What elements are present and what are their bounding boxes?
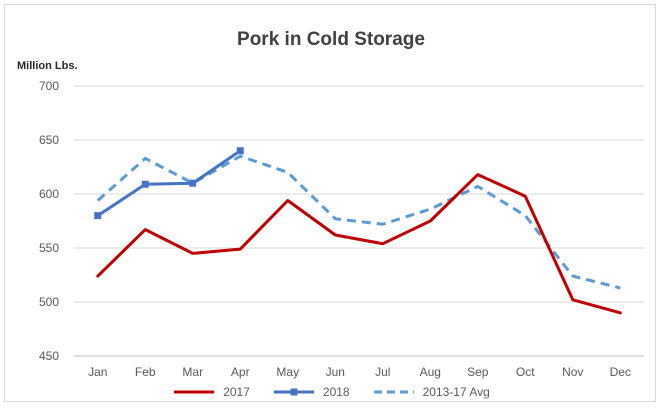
legend-swatch [273, 388, 314, 396]
x-tick-label: Mar [182, 365, 203, 379]
x-tick-label: Feb [135, 365, 156, 379]
x-tick-label: Jul [375, 365, 390, 379]
x-tick-label: Jun [326, 365, 345, 379]
y-tick-label: 550 [39, 241, 59, 255]
y-tick-label: 450 [39, 349, 59, 363]
x-tick-label: Apr [231, 365, 250, 379]
data-point-2018 [189, 179, 197, 187]
x-tick-label: Nov [562, 365, 583, 379]
legend-item: 2017 [172, 385, 250, 399]
data-point-2018 [236, 147, 244, 155]
y-tick-label: 600 [39, 187, 59, 201]
chart-frame [4, 4, 656, 402]
y-axis-label: Million Lbs. [17, 60, 78, 72]
x-tick-label: Sep [467, 365, 489, 379]
x-tick-label: May [276, 365, 299, 379]
legend-label: 2013-17 Avg [422, 385, 490, 399]
y-tick-label: 500 [39, 295, 59, 309]
x-tick-label: Jan [88, 365, 107, 379]
x-tick-label: Aug [420, 365, 441, 379]
legend-marker [290, 388, 298, 396]
y-tick-label: 650 [39, 133, 59, 147]
chart-title: Pork in Cold Storage [237, 29, 425, 50]
data-point-2018 [141, 180, 149, 188]
chart-legend: 2017 2018 2013-17 Avg [0, 382, 662, 402]
legend-item: 2018 [272, 385, 350, 399]
legend-label: 2017 [223, 385, 250, 399]
series-line-2018 [96, 149, 242, 218]
x-tick-label: Oct [516, 365, 535, 379]
legend-item: 2013-17 Avg [372, 385, 490, 399]
y-tick-label: 700 [39, 79, 59, 93]
x-tick-label: Dec [610, 365, 631, 379]
series-line-2013-17 Avg [96, 154, 621, 290]
legend-swatch [373, 390, 414, 394]
data-point-2018 [94, 212, 102, 220]
series-line-2017 [96, 173, 622, 315]
legend-swatch [174, 390, 215, 394]
legend-label: 2018 [322, 385, 350, 399]
